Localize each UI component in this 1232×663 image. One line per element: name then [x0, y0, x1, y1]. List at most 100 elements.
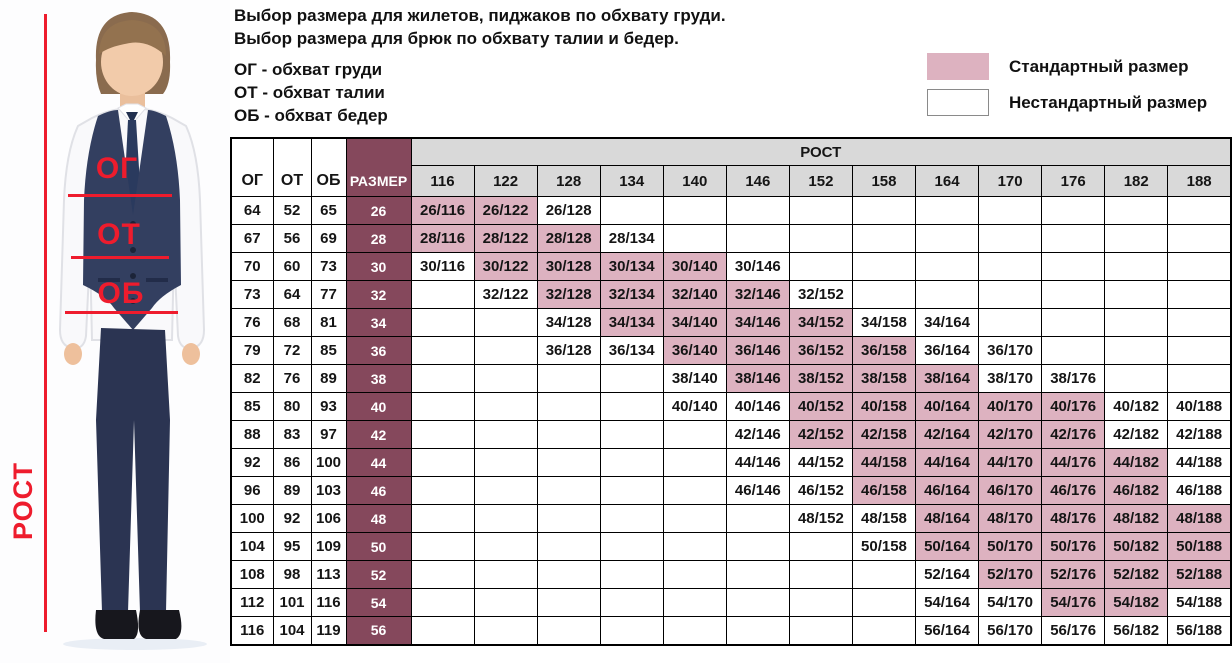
legend-row-nonstandard: Нестандартный размер — [927, 88, 1207, 117]
ob-value: 93 — [310, 392, 347, 421]
empty-cell — [1104, 196, 1169, 225]
size-cell-50-176: 50/176 — [1041, 532, 1106, 561]
size-cell-48-182: 48/182 — [1104, 504, 1169, 533]
size-row-30: 70 60 73 30 30/116 30/122 30/128 30/134 30/140 30… — [230, 252, 1232, 281]
height-header-row: 116 122 128 134 140 146 152 158 164 170 176 182 188 — [231, 165, 1232, 197]
ot-value: 86 — [272, 448, 312, 477]
ob-value: 77 — [310, 280, 347, 309]
empty-cell — [1041, 224, 1106, 253]
size-cell-38-158: 38/158 — [851, 364, 917, 393]
size-cell-40-158: 40/158 — [851, 392, 917, 421]
size-cell-50-158: 50/158 — [851, 532, 917, 561]
empty-cell — [1104, 336, 1169, 365]
size-value-26: 26 — [345, 196, 412, 225]
size-cell-52-176: 52/176 — [1041, 560, 1106, 589]
ob-value: 103 — [310, 476, 347, 505]
intro-line-1: Выбор размера для жилетов, пиджаков по о… — [234, 6, 726, 25]
empty-cell — [1041, 336, 1106, 365]
height-header-146: 146 — [725, 165, 790, 197]
empty-cell — [978, 196, 1043, 225]
standard-size-label: Стандартный размер — [1009, 56, 1189, 76]
size-cell-52-170: 52/170 — [978, 560, 1043, 589]
size-row-38: 82 76 89 38 38/140 38/146 38/152 38/158 38/164 38… — [230, 364, 1232, 393]
empty-cell — [410, 280, 475, 309]
size-cell-54-188: 54/188 — [1167, 588, 1232, 617]
size-cell-36-128: 36/128 — [536, 336, 601, 365]
size-cell-48-164: 48/164 — [914, 504, 980, 533]
empty-cell — [410, 588, 475, 617]
height-header-116: 116 — [410, 165, 475, 197]
size-cell-54-170: 54/170 — [978, 588, 1043, 617]
size-cell-30-134: 30/134 — [599, 252, 664, 281]
empty-cell — [473, 532, 538, 561]
size-value-36: 36 — [345, 336, 412, 365]
size-cell-42-146: 42/146 — [725, 420, 790, 449]
empty-cell — [410, 420, 475, 449]
abbreviations: ОГ - обхват груди ОТ - обхват талии ОБ -… — [234, 58, 388, 127]
legend: Стандартный размер Нестандартный размер — [927, 52, 1207, 124]
empty-cell — [978, 252, 1043, 281]
size-value-54: 54 — [345, 588, 412, 617]
empty-cell — [473, 616, 538, 645]
empty-cell — [1104, 364, 1169, 393]
empty-cell — [536, 616, 601, 645]
size-cell-44-188: 44/188 — [1167, 448, 1232, 477]
ot-value: 98 — [272, 560, 312, 589]
size-value-38: 38 — [345, 364, 412, 393]
empty-cell — [1041, 280, 1106, 309]
size-cell-34-152: 34/152 — [788, 308, 853, 337]
ot-value: 89 — [272, 476, 312, 505]
size-value-46: 46 — [345, 476, 412, 505]
height-header-176: 176 — [1041, 165, 1106, 197]
ob-value: 81 — [310, 308, 347, 337]
size-cell-44-170: 44/170 — [978, 448, 1043, 477]
size-cell-42-176: 42/176 — [1041, 420, 1106, 449]
ot-value: 95 — [272, 532, 312, 561]
size-cell-54-182: 54/182 — [1104, 588, 1169, 617]
size-cell-36-134: 36/134 — [599, 336, 664, 365]
size-cell-46-164: 46/164 — [914, 476, 980, 505]
size-cell-42-152: 42/152 — [788, 420, 853, 449]
empty-cell — [662, 196, 727, 225]
og-value: 82 — [230, 364, 274, 393]
standard-size-swatch — [927, 53, 989, 80]
ot-value: 72 — [272, 336, 312, 365]
size-cell-36-158: 36/158 — [851, 336, 917, 365]
size-value-56: 56 — [345, 616, 412, 645]
og-value: 67 — [230, 224, 274, 253]
empty-cell — [410, 336, 475, 365]
size-cell-52-164: 52/164 — [914, 560, 980, 589]
size-value-44: 44 — [345, 448, 412, 477]
empty-cell — [1167, 280, 1232, 309]
ob-value: 113 — [310, 560, 347, 589]
size-cell-44-164: 44/164 — [914, 448, 980, 477]
empty-cell — [473, 476, 538, 505]
empty-cell — [978, 280, 1043, 309]
empty-cell — [1104, 280, 1169, 309]
empty-cell — [473, 588, 538, 617]
size-cell-32-122: 32/122 — [473, 280, 538, 309]
empty-cell — [599, 448, 664, 477]
size-row-26: 64 52 65 26 26/116 26/122 26/128 — [230, 196, 1232, 225]
waist-annotation-label: ОТ — [97, 218, 141, 251]
empty-cell — [662, 224, 727, 253]
size-cell-46-158: 46/158 — [851, 476, 917, 505]
empty-cell — [599, 392, 664, 421]
empty-cell — [599, 364, 664, 393]
ot-value: 60 — [272, 252, 312, 281]
ot-value: 68 — [272, 308, 312, 337]
og-value: 76 — [230, 308, 274, 337]
size-cell-34-164: 34/164 — [914, 308, 980, 337]
empty-cell — [1167, 336, 1232, 365]
size-row-44: 92 86 100 44 44/146 44/152 44/158 44/164 44/170 4… — [230, 448, 1232, 477]
empty-cell — [788, 532, 853, 561]
og-value: 92 — [230, 448, 274, 477]
og-value: 70 — [230, 252, 274, 281]
abbr-hip: ОБ - обхват бедер — [234, 106, 388, 125]
size-cell-44-176: 44/176 — [1041, 448, 1106, 477]
og-value: 85 — [230, 392, 274, 421]
size-cell-36-170: 36/170 — [978, 336, 1043, 365]
height-header-164: 164 — [914, 165, 980, 197]
empty-cell — [1041, 196, 1106, 225]
ob-value: 65 — [310, 196, 347, 225]
